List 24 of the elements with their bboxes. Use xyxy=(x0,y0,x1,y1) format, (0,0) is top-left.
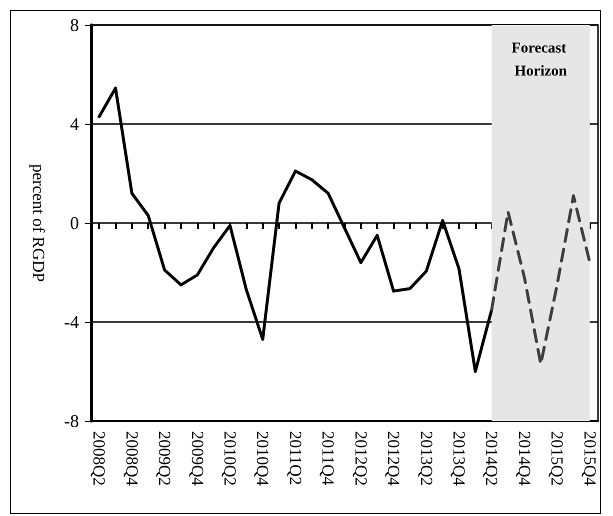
x-tick-label: 2012Q2 xyxy=(351,431,370,486)
y-tick-label: -4 xyxy=(64,312,79,332)
x-tick-label: 2009Q2 xyxy=(155,431,174,486)
x-tick-label: 2010Q2 xyxy=(220,431,240,486)
x-tick-label: 2015Q2 xyxy=(548,431,567,486)
x-tick-label: 2011Q4 xyxy=(318,431,338,486)
x-tick-label: 2013Q4 xyxy=(449,431,468,486)
y-tick-label: -8 xyxy=(64,411,79,431)
x-tick-label: 2008Q2 xyxy=(90,431,109,486)
x-tick-label: 2009Q4 xyxy=(188,431,207,486)
x-tick-label: 2014Q4 xyxy=(514,431,534,486)
x-tick-label: 2010Q4 xyxy=(253,431,272,486)
x-tick-label: 2013Q2 xyxy=(416,431,436,486)
y-tick-label: 4 xyxy=(70,114,79,134)
x-tick-label: 2014Q2 xyxy=(482,431,502,486)
x-tick-label: 2012Q4 xyxy=(384,431,404,486)
band-label: Forecast Horizon xyxy=(512,40,570,80)
y-tick-label: 0 xyxy=(70,213,79,233)
line-series xyxy=(490,194,592,366)
x-tick-label: 2015Q4 xyxy=(580,431,600,486)
y-tick-label: 8 xyxy=(70,15,79,35)
x-tick-label: 2011Q2 xyxy=(286,431,305,486)
y-axis-title: percent of RGDP xyxy=(29,164,48,282)
x-tick-label: 2008Q4 xyxy=(122,431,142,486)
